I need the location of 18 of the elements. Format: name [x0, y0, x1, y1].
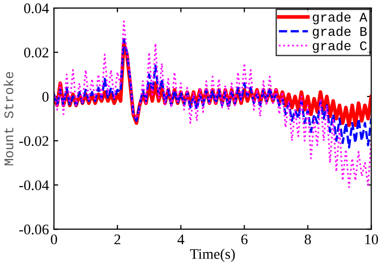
y-tick-label: 0.04 [24, 3, 49, 14]
legend-label: grade B [312, 26, 367, 39]
x-tick-label: 2 [114, 234, 120, 244]
x-tick-label: 8 [304, 234, 311, 244]
y-tick-label: 0.02 [24, 48, 48, 58]
line-series [54, 38, 372, 148]
y-tick-label: -0.06 [19, 224, 49, 234]
x-tick-label: 6 [241, 234, 248, 244]
y-tick-label: 0 [42, 92, 49, 102]
y-tick-label: -0.04 [19, 180, 49, 190]
legend-label: grade C [312, 40, 367, 53]
x-axis-title: Time(s) [190, 248, 235, 262]
y-tick-label: -0.02 [19, 136, 48, 146]
x-tick-label: 4 [178, 234, 184, 244]
x-tick-label: 10 [365, 234, 378, 244]
y-axis-title: Mount Stroke [4, 72, 14, 166]
legend-label: grade A [312, 12, 368, 24]
x-tick-label: 0 [50, 234, 58, 244]
